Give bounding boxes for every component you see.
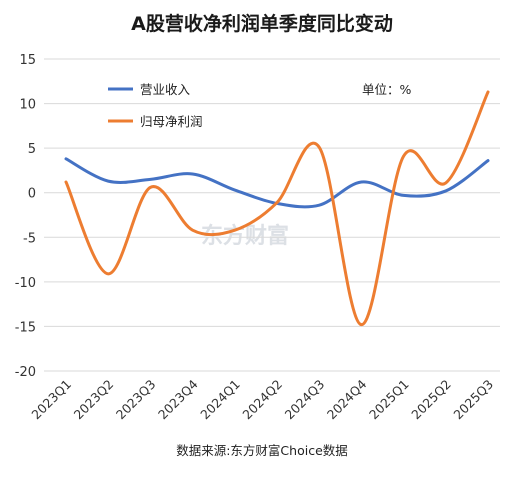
x-tick-label: 2023Q4 xyxy=(155,376,201,422)
x-tick-label: 2023Q3 xyxy=(113,377,159,423)
legend-label-revenue: 营业收入 xyxy=(140,82,191,97)
y-tick-label: 0 xyxy=(28,187,36,202)
chart-title: A股营收净利润单季度同比变动 xyxy=(131,12,393,35)
x-tick-label: 2024Q2 xyxy=(239,377,285,423)
source-note: 数据来源:东方财富Choice数据 xyxy=(176,443,348,458)
y-tick-label: -5 xyxy=(23,231,36,246)
x-tick-label: 2025Q1 xyxy=(366,377,412,423)
x-tick-label: 2025Q2 xyxy=(408,377,454,423)
unit-label: 单位：% xyxy=(362,82,412,97)
x-axis: 2023Q12023Q22023Q32023Q42024Q12024Q22024… xyxy=(28,376,496,422)
y-tick-label: 5 xyxy=(28,142,36,157)
y-tick-label: -10 xyxy=(15,276,36,291)
x-tick-label: 2024Q3 xyxy=(282,377,328,423)
series-lines xyxy=(64,90,490,327)
legend-label-net-profit: 归母净利润 xyxy=(140,114,203,129)
legend: 营业收入 归母净利润 xyxy=(108,82,203,129)
y-tick-label: 15 xyxy=(19,53,36,68)
y-tick-label: -15 xyxy=(15,320,36,335)
y-tick-label: 10 xyxy=(19,98,36,113)
x-tick-label: 2024Q4 xyxy=(324,376,370,422)
y-axis: 15 10 5 0 -5 -10 -15 -20 xyxy=(15,53,36,380)
y-tick-label: -20 xyxy=(15,365,36,380)
x-tick-label: 2023Q2 xyxy=(71,377,117,423)
x-tick-label: 2023Q1 xyxy=(28,377,74,423)
grid xyxy=(44,58,500,372)
series-line-net-profit xyxy=(64,90,490,327)
x-tick-label: 2025Q3 xyxy=(450,377,496,423)
x-tick-label: 2024Q1 xyxy=(197,377,243,423)
